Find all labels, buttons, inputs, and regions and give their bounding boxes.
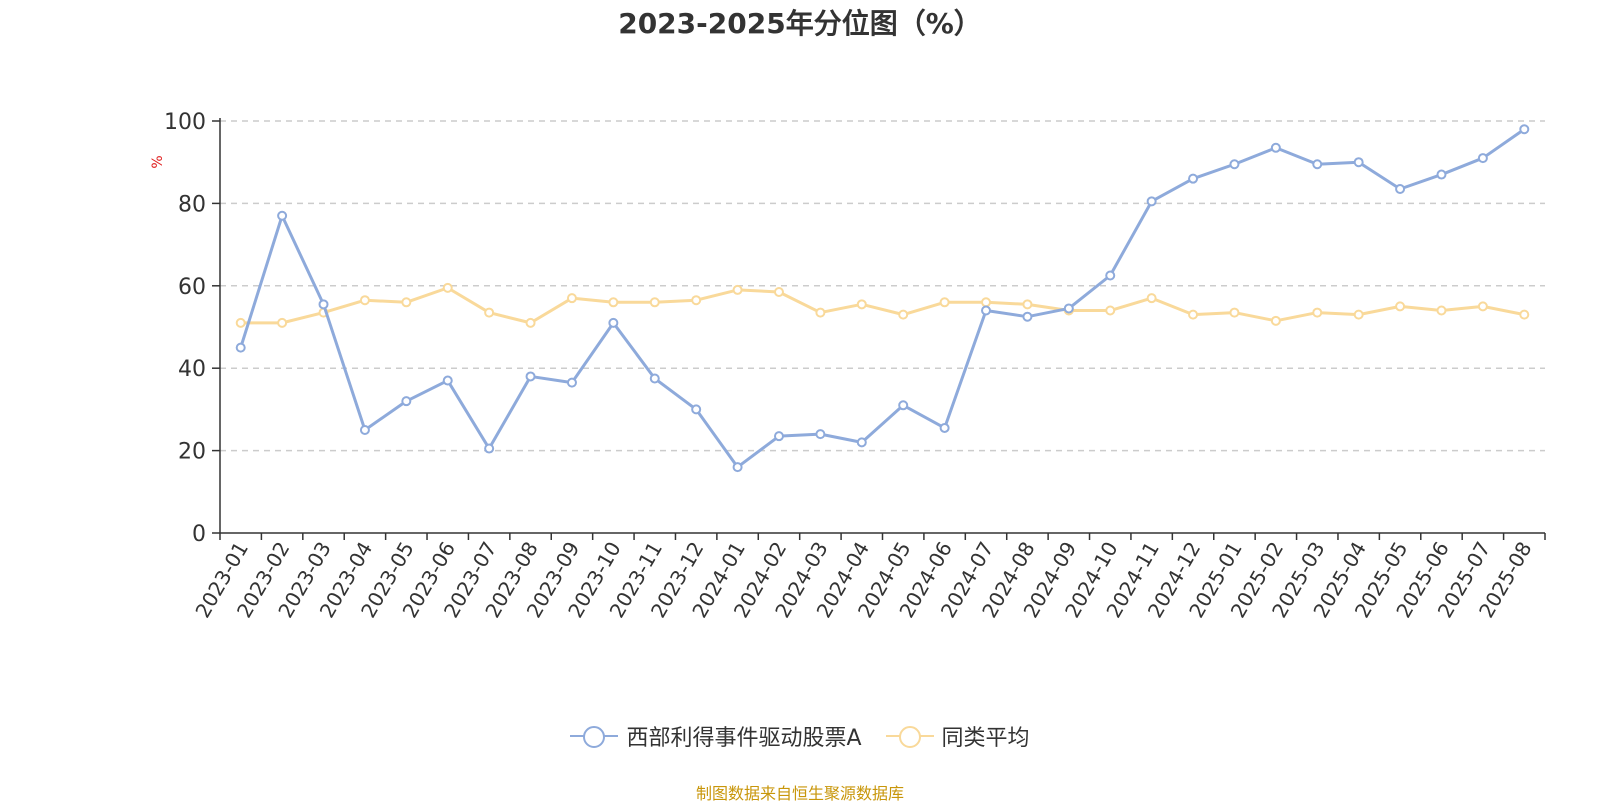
axes: 0204060801002023-012023-022023-032023-04… <box>164 110 1546 622</box>
legend-marker-fund <box>570 726 619 748</box>
data-point-series-0 <box>277 210 288 221</box>
y-tick-label: 40 <box>178 357 206 382</box>
data-point-series-1 <box>1022 299 1033 310</box>
data-point-series-0 <box>1436 169 1447 180</box>
data-point-series-1 <box>401 297 412 308</box>
legend-marker-peer-average <box>885 726 934 748</box>
data-point-series-1 <box>1519 309 1530 320</box>
data-point-series-1 <box>608 297 619 308</box>
data-point-series-1 <box>277 317 288 328</box>
data-point-series-1 <box>732 284 743 295</box>
data-point-series-1 <box>442 282 453 293</box>
series-line-0 <box>239 128 1526 469</box>
y-tick-label: 20 <box>178 440 206 465</box>
data-point-series-0 <box>773 431 784 442</box>
data-point-series-1 <box>1436 305 1447 316</box>
y-tick-label: 80 <box>178 192 206 217</box>
y-tick-label: 100 <box>164 110 206 135</box>
data-point-series-1 <box>1477 301 1488 312</box>
data-point-series-0 <box>1188 173 1199 184</box>
data-point-series-0 <box>898 400 909 411</box>
data-point-series-1 <box>856 299 867 310</box>
data-point-series-0 <box>401 396 412 407</box>
data-point-series-1 <box>898 309 909 320</box>
data-point-series-0 <box>1477 153 1488 164</box>
chart-title: 2023-2025年分位图（%） <box>618 7 982 40</box>
data-point-series-0 <box>732 462 743 473</box>
data-point-series-1 <box>1353 309 1364 320</box>
legend-label-peer-average: 同类平均 <box>941 726 1030 751</box>
data-point-series-1 <box>1229 307 1240 318</box>
data-point-series-0 <box>1270 142 1281 153</box>
data-point-series-1 <box>939 297 950 308</box>
data-point-series-0 <box>608 317 619 328</box>
data-point-series-0 <box>566 377 577 388</box>
data-point-series-1 <box>649 297 660 308</box>
data-point-series-0 <box>691 404 702 415</box>
y-tick-label: 0 <box>192 522 206 547</box>
legend-item-peer-average[interactable]: 同类平均 <box>885 720 1030 752</box>
data-point-series-0 <box>1022 311 1033 322</box>
data-point-series-0 <box>235 342 246 353</box>
y-tick-label: 60 <box>178 275 206 300</box>
data-point-series-1 <box>566 293 577 304</box>
series-layer <box>235 124 1530 473</box>
source-note: 制图数据来自恒生聚源数据库 <box>695 784 904 803</box>
data-point-series-1 <box>484 307 495 318</box>
data-point-series-0 <box>1105 270 1116 281</box>
data-point-series-0 <box>1063 303 1074 314</box>
data-point-series-0 <box>1312 159 1323 170</box>
data-point-series-0 <box>1353 157 1364 168</box>
data-point-series-0 <box>649 373 660 384</box>
data-point-series-1 <box>1188 309 1199 320</box>
data-point-series-0 <box>318 299 329 310</box>
data-point-series-0 <box>1229 159 1240 170</box>
data-point-series-1 <box>1312 307 1323 318</box>
legend-label-fund: 西部利得事件驱动股票A <box>626 726 862 751</box>
data-point-series-1 <box>1395 301 1406 312</box>
data-point-series-1 <box>1146 293 1157 304</box>
legend-item-fund[interactable]: 西部利得事件驱动股票A <box>570 720 862 752</box>
data-point-series-1 <box>359 295 370 306</box>
data-point-series-1 <box>1270 315 1281 326</box>
data-point-series-0 <box>981 305 992 316</box>
data-point-series-0 <box>1146 196 1157 207</box>
data-point-series-0 <box>939 422 950 433</box>
y-axis-unit-label: % <box>150 155 166 168</box>
grid-lines <box>220 120 1545 452</box>
data-point-series-0 <box>1395 183 1406 194</box>
data-point-series-1 <box>235 317 246 328</box>
data-point-series-0 <box>525 371 536 382</box>
data-point-series-0 <box>815 429 826 440</box>
data-point-series-1 <box>1105 305 1116 316</box>
data-point-series-0 <box>442 375 453 386</box>
data-point-series-0 <box>359 425 370 435</box>
data-point-series-1 <box>691 295 702 306</box>
data-point-series-1 <box>773 286 784 297</box>
data-point-series-1 <box>525 317 536 328</box>
series-line-1 <box>240 286 1525 325</box>
data-point-series-0 <box>484 443 495 454</box>
data-point-series-0 <box>1519 124 1530 135</box>
chart-legend: 西部利得事件驱动股票A 同类平均 <box>0 720 1600 752</box>
data-point-series-1 <box>815 307 826 318</box>
data-point-series-1 <box>981 297 992 308</box>
data-point-series-0 <box>856 437 867 448</box>
